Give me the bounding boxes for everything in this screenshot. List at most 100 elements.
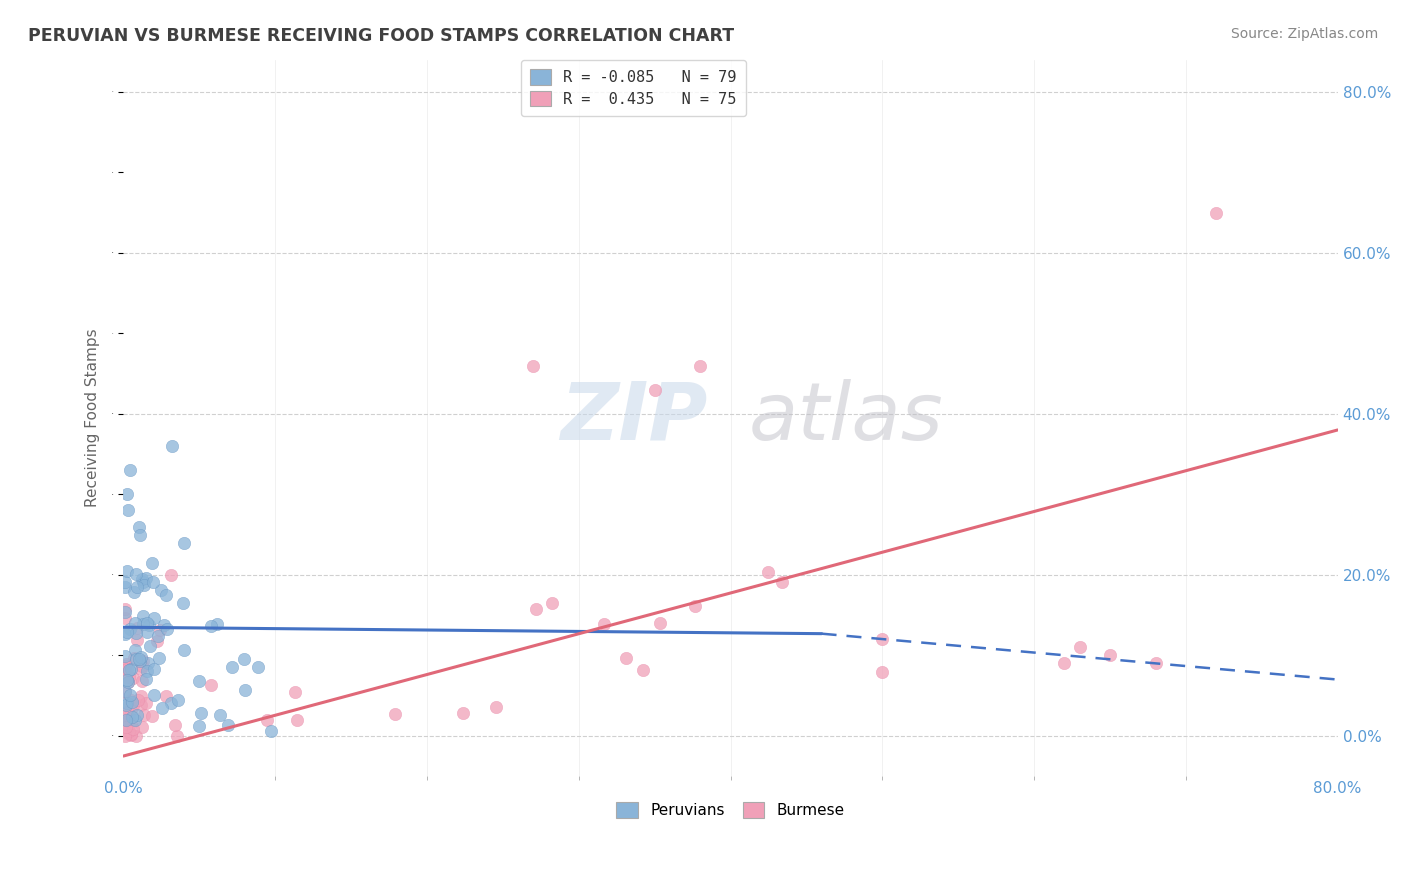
- Point: [114, 684, 136, 698]
- Point: [485, 699, 508, 714]
- Point: [592, 617, 614, 632]
- Point: [115, 706, 138, 720]
- Point: [524, 602, 547, 616]
- Point: [683, 599, 706, 613]
- Point: [1205, 205, 1227, 219]
- Point: [127, 693, 149, 707]
- Point: [129, 698, 152, 712]
- Point: [131, 572, 153, 586]
- Point: [142, 611, 165, 625]
- Point: [614, 651, 637, 665]
- Point: [155, 588, 177, 602]
- Point: [114, 729, 136, 743]
- Point: [118, 724, 141, 739]
- Point: [217, 717, 239, 731]
- Point: [134, 708, 156, 723]
- Point: [124, 714, 146, 728]
- Point: [770, 574, 793, 589]
- Point: [233, 682, 256, 697]
- Point: [118, 698, 141, 713]
- Legend: Peruvians, Burmese: Peruvians, Burmese: [609, 795, 852, 826]
- Point: [260, 724, 283, 739]
- Point: [121, 695, 143, 709]
- Point: [205, 617, 228, 632]
- Point: [129, 654, 152, 668]
- Point: [631, 663, 654, 677]
- Point: [131, 608, 153, 623]
- Point: [120, 728, 142, 742]
- Point: [233, 652, 256, 666]
- Text: ZIP: ZIP: [560, 379, 707, 457]
- Point: [118, 727, 141, 741]
- Point: [132, 578, 155, 592]
- Point: [115, 564, 138, 578]
- Point: [122, 698, 145, 713]
- Point: [115, 673, 138, 688]
- Text: PERUVIAN VS BURMESE RECEIVING FOOD STAMPS CORRELATION CHART: PERUVIAN VS BURMESE RECEIVING FOOD STAMP…: [28, 27, 734, 45]
- Point: [756, 565, 779, 579]
- Point: [522, 359, 544, 373]
- Point: [160, 696, 183, 710]
- Point: [541, 596, 564, 610]
- Point: [114, 611, 136, 625]
- Point: [117, 503, 139, 517]
- Point: [131, 658, 153, 673]
- Point: [256, 713, 278, 727]
- Point: [124, 626, 146, 640]
- Point: [644, 383, 666, 397]
- Point: [129, 650, 152, 665]
- Point: [125, 621, 148, 635]
- Point: [166, 729, 188, 743]
- Point: [120, 463, 142, 477]
- Point: [132, 654, 155, 668]
- Point: [124, 616, 146, 631]
- Point: [115, 662, 138, 676]
- Y-axis label: Receiving Food Stamps: Receiving Food Stamps: [86, 328, 100, 508]
- Point: [139, 639, 162, 653]
- Point: [128, 527, 150, 541]
- Point: [160, 439, 183, 453]
- Point: [146, 629, 169, 643]
- Point: [129, 689, 152, 703]
- Point: [128, 519, 150, 533]
- Point: [131, 662, 153, 676]
- Point: [141, 556, 163, 570]
- Point: [121, 671, 143, 685]
- Point: [114, 605, 136, 619]
- Point: [136, 665, 159, 679]
- Point: [209, 707, 232, 722]
- Point: [120, 703, 142, 717]
- Point: [117, 675, 139, 690]
- Point: [200, 619, 222, 633]
- Point: [122, 722, 145, 736]
- Point: [138, 656, 160, 670]
- Point: [120, 693, 142, 707]
- Point: [114, 580, 136, 594]
- Point: [122, 585, 145, 599]
- Point: [125, 652, 148, 666]
- Point: [120, 727, 142, 741]
- Point: [120, 689, 142, 703]
- Point: [148, 651, 170, 665]
- Point: [155, 689, 177, 703]
- Point: [221, 660, 243, 674]
- Point: [135, 672, 157, 686]
- Point: [173, 535, 195, 549]
- Point: [127, 707, 149, 722]
- Point: [284, 685, 307, 699]
- Point: [200, 678, 222, 692]
- Point: [648, 616, 671, 631]
- Point: [188, 674, 211, 689]
- Point: [125, 580, 148, 594]
- Point: [115, 698, 138, 713]
- Point: [150, 701, 173, 715]
- Point: [115, 657, 138, 671]
- Point: [153, 618, 176, 632]
- Point: [114, 627, 136, 641]
- Point: [117, 705, 139, 719]
- Point: [188, 719, 211, 733]
- Point: [125, 633, 148, 648]
- Point: [118, 664, 141, 678]
- Point: [131, 616, 153, 631]
- Point: [1053, 657, 1076, 671]
